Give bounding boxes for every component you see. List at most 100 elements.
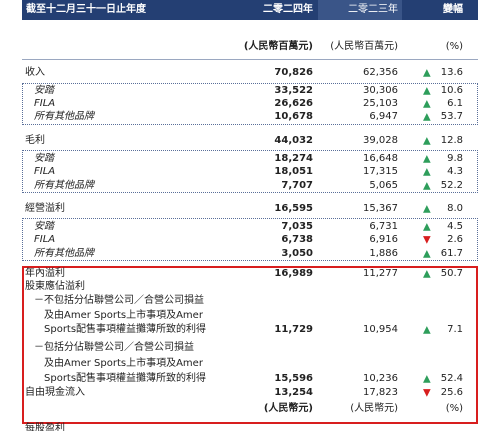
change: 4.3 (447, 166, 463, 177)
value-prior: 30,306 (363, 85, 398, 96)
unit: (人民幣元) (350, 403, 398, 414)
value-prior: 6,947 (369, 111, 398, 122)
trend-icon: ▲ (423, 203, 431, 215)
value-current: 16,989 (274, 268, 313, 279)
row-label: 及由Amer Sports上市事項及Amer (44, 358, 203, 369)
change: 4.5 (447, 221, 463, 232)
trend-icon: ▲ (423, 111, 431, 123)
value-prior: 1,886 (369, 248, 398, 259)
value-current: 18,051 (274, 166, 313, 177)
value-prior: 17,823 (363, 387, 398, 398)
value-prior: 6,731 (369, 221, 398, 232)
trend-icon: ▲ (423, 98, 431, 110)
value-prior: 25,103 (363, 98, 398, 109)
value-prior: 15,367 (363, 203, 398, 214)
value-current: 16,595 (274, 203, 313, 214)
header-col: 二零二三年 (348, 4, 398, 15)
trend-icon: ▲ (423, 324, 431, 336)
sub-row-label: 所有其他品牌 (34, 248, 94, 259)
trend-icon: ▲ (423, 221, 431, 233)
row-label: 自由現金流入 (25, 387, 85, 398)
row-label: 股東應佔溢利 (25, 281, 85, 292)
row-label: －不包括分佔聯營公司／合營公司損益 (34, 295, 204, 306)
trend-icon: ▼ (423, 234, 431, 246)
row-label: Sports配售事項權益攤薄所致的利得 (44, 324, 207, 335)
change: 53.7 (440, 111, 463, 122)
value-current: 7,707 (281, 180, 313, 191)
rule (22, 59, 478, 60)
value-prior: 62,356 (363, 67, 398, 78)
row-label: 收入 (25, 67, 45, 78)
header-col: 變幅 (443, 4, 463, 15)
value-prior: 17,315 (363, 166, 398, 177)
change: 2.6 (447, 234, 463, 245)
sub-row-label: FILA (34, 98, 56, 109)
value-current: 13,254 (274, 387, 313, 398)
row-label: 每股盈利 (25, 423, 65, 431)
value-prior: 11,277 (363, 268, 398, 279)
row-label: 及由Amer Sports上市事項及Amer (44, 310, 203, 321)
change: 12.8 (440, 135, 463, 146)
row-label: 經營溢利 (25, 203, 65, 214)
header-bar-shade (318, 0, 402, 20)
value-current: 6,738 (281, 234, 313, 245)
value-current: 26,626 (274, 98, 313, 109)
trend-icon: ▲ (423, 67, 431, 79)
change: 8.0 (447, 203, 463, 214)
value-prior: 5,065 (369, 180, 398, 191)
sub-row-label: 所有其他品牌 (34, 111, 94, 122)
value-prior: 16,648 (363, 153, 398, 164)
unit: (人民幣百萬元) (243, 41, 313, 52)
value-prior: 6,916 (369, 234, 398, 245)
trend-icon: ▼ (423, 387, 431, 399)
trend-icon: ▲ (423, 180, 431, 192)
change: 52.4 (440, 373, 463, 384)
trend-icon: ▲ (423, 153, 431, 165)
row-label: 毛利 (25, 135, 45, 146)
group-box (22, 83, 478, 125)
value-current: 33,522 (274, 85, 313, 96)
sub-row-label: FILA (34, 234, 56, 245)
group-box (22, 150, 478, 193)
value-current: 11,729 (274, 324, 313, 335)
sub-row-label: FILA (34, 166, 56, 177)
sub-row-label: 安踏 (34, 221, 54, 232)
value-current: 15,596 (274, 373, 313, 384)
value-current: 10,678 (274, 111, 313, 122)
group-box (22, 218, 478, 261)
change: 13.6 (440, 67, 463, 78)
change: 61.7 (440, 248, 463, 259)
trend-icon: ▲ (423, 268, 431, 280)
change: 9.8 (447, 153, 463, 164)
sub-row-label: 安踏 (34, 153, 54, 164)
value-current: 44,032 (274, 135, 313, 146)
change: 25.6 (440, 387, 463, 398)
header-label: 截至十二月三十一日止年度 (26, 4, 146, 15)
trend-icon: ▲ (423, 248, 431, 260)
sub-row-label: 所有其他品牌 (34, 180, 94, 191)
value-prior: 10,954 (363, 324, 398, 335)
highlight-box (22, 266, 478, 424)
unit: (%) (445, 41, 463, 52)
value-current: 7,035 (281, 221, 313, 232)
trend-icon: ▲ (423, 85, 431, 97)
unit: (人民幣百萬元) (330, 41, 398, 52)
trend-icon: ▲ (423, 166, 431, 178)
value-current: 70,826 (274, 67, 313, 78)
header-col: 二零二四年 (263, 4, 313, 15)
change: 10.6 (440, 85, 463, 96)
row-label: －包括分佔聯營公司／合營公司損益 (34, 342, 194, 353)
change: 6.1 (447, 98, 463, 109)
trend-icon: ▲ (423, 135, 431, 147)
change: 50.7 (440, 268, 463, 279)
value-prior: 39,028 (363, 135, 398, 146)
unit: (%) (445, 403, 463, 414)
change: 7.1 (447, 324, 463, 335)
row-label: Sports配售事項權益攤薄所致的利得 (44, 373, 207, 384)
value-current: 18,274 (274, 153, 313, 164)
unit: (人民幣元) (263, 403, 313, 414)
trend-icon: ▲ (423, 373, 431, 385)
sub-row-label: 安踏 (34, 85, 54, 96)
row-label: 年內溢利 (25, 268, 65, 279)
